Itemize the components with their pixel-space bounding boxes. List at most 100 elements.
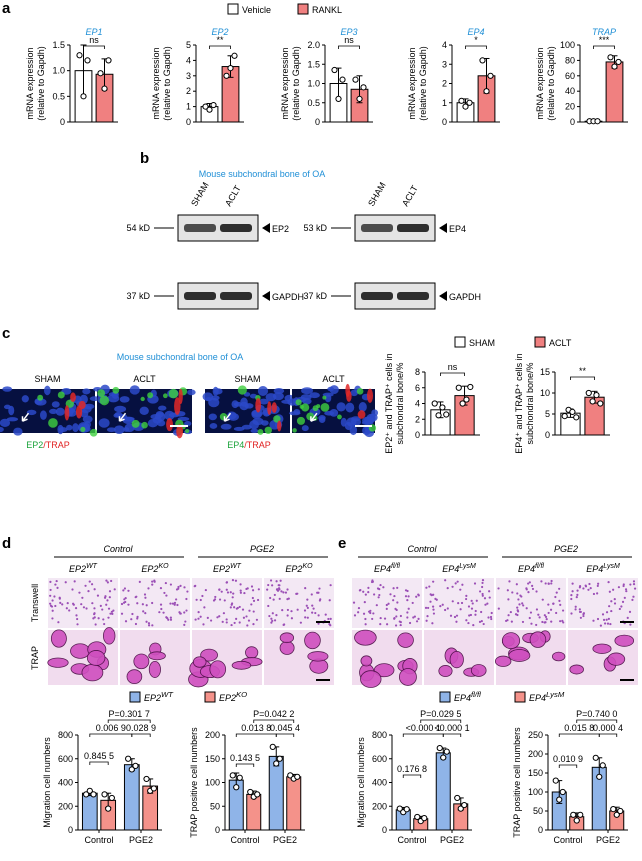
- osteoclast: [360, 655, 373, 667]
- cell-dot: [429, 600, 432, 603]
- significance-bracket: [89, 733, 133, 737]
- data-point: [466, 99, 473, 106]
- significance-label: 0.013 8: [241, 723, 271, 733]
- cell-dot: [424, 606, 428, 609]
- nucleus: [8, 405, 15, 416]
- cell-dot: [558, 587, 561, 590]
- osteoclast: [126, 669, 143, 685]
- legend-label-base: EP2: [219, 693, 236, 703]
- cell-dot: [104, 595, 107, 598]
- osteoclast: [470, 664, 487, 677]
- y-tick-label: 1.0: [52, 66, 65, 76]
- nucleus: [227, 412, 239, 421]
- significance-bracket: [235, 733, 277, 737]
- cell-dot: [379, 583, 382, 587]
- cell-dot: [552, 602, 555, 605]
- data-point: [455, 384, 462, 391]
- transwell-image: [352, 578, 422, 628]
- cell-dot: [145, 620, 148, 623]
- data-point: [559, 788, 566, 796]
- cell-dot: [135, 595, 138, 598]
- cell-dot: [441, 603, 444, 606]
- legend-label-base: EP4: [529, 693, 546, 703]
- cell-dot: [74, 607, 78, 610]
- data-point: [202, 103, 209, 110]
- cell-dot: [202, 623, 205, 626]
- cell-dot: [395, 615, 398, 618]
- cell-dot: [210, 619, 213, 622]
- nucleus: [0, 418, 11, 427]
- cell-dot: [54, 583, 57, 586]
- cell-dot: [432, 593, 435, 596]
- panel-letter: c: [2, 325, 10, 342]
- nucleus: [106, 427, 117, 433]
- cell-dot: [73, 580, 76, 583]
- cell-dot: [554, 595, 557, 599]
- osteoclast: [551, 651, 566, 662]
- significance-bracket: [83, 45, 105, 49]
- cell-dot: [574, 605, 577, 608]
- nucleus: [318, 416, 326, 423]
- nucleus: [51, 401, 60, 408]
- cell-dot: [169, 602, 172, 605]
- y-tick-label: 0: [60, 117, 65, 127]
- cell-dot: [109, 612, 112, 615]
- data-point: [597, 400, 604, 407]
- cell-dot: [272, 598, 275, 601]
- osteoclast: [209, 660, 227, 679]
- y-tick-label: 400: [372, 778, 387, 788]
- cell-dot: [296, 592, 299, 595]
- cell-dot: [404, 595, 408, 598]
- cell-dot: [71, 588, 74, 591]
- cell-dot: [103, 622, 106, 626]
- data-point: [589, 398, 596, 405]
- cell-dot: [120, 612, 124, 615]
- cell-dot: [406, 611, 409, 614]
- cell-dot: [159, 587, 163, 590]
- cell-dot: [607, 617, 610, 620]
- lane-label: ACLT: [400, 183, 420, 208]
- cell-dot: [51, 617, 54, 620]
- nucleus: [327, 386, 335, 392]
- cell-dot: [444, 608, 447, 612]
- arrow: [223, 412, 232, 422]
- cell-dot: [373, 593, 376, 596]
- cell-dot: [221, 620, 224, 623]
- cell-dot: [220, 590, 223, 593]
- cell-dot: [85, 607, 88, 610]
- cell-dot: [471, 602, 474, 605]
- cell-dot: [183, 586, 186, 589]
- significance-bracket: [275, 733, 295, 737]
- cell-dot: [525, 588, 528, 591]
- genotype-label-sup: KO: [158, 563, 169, 570]
- data-point: [352, 76, 359, 83]
- green-signal: [141, 421, 148, 429]
- cell-dot: [222, 612, 226, 615]
- data-point: [84, 57, 91, 64]
- cell-dot: [316, 591, 319, 594]
- y-axis-label: Migration cell numbers: [42, 737, 52, 828]
- y-tick-label: 600: [372, 754, 387, 764]
- red-signal: [176, 424, 184, 439]
- cell-dot: [328, 623, 331, 626]
- y-tick-label: 0: [186, 117, 191, 127]
- cell-dot: [521, 620, 525, 624]
- significance-label: ns: [344, 35, 354, 45]
- cell-dot: [481, 581, 484, 585]
- data-point: [458, 97, 465, 104]
- cell-dot: [470, 599, 473, 602]
- cell-dot: [519, 594, 522, 597]
- cell-dot: [511, 591, 514, 594]
- osteoclast: [70, 643, 91, 659]
- cell-dot: [364, 593, 367, 596]
- cell-dot: [280, 590, 283, 593]
- cell-dot: [473, 582, 477, 585]
- data-point: [86, 787, 93, 794]
- data-point: [331, 66, 338, 74]
- x-tick-label: Control: [84, 835, 113, 845]
- green-signal: [296, 416, 306, 425]
- cell-dot: [367, 591, 370, 594]
- y-tick-label: 4: [186, 55, 191, 65]
- cell-dot: [528, 616, 531, 620]
- cell-dot: [558, 599, 561, 602]
